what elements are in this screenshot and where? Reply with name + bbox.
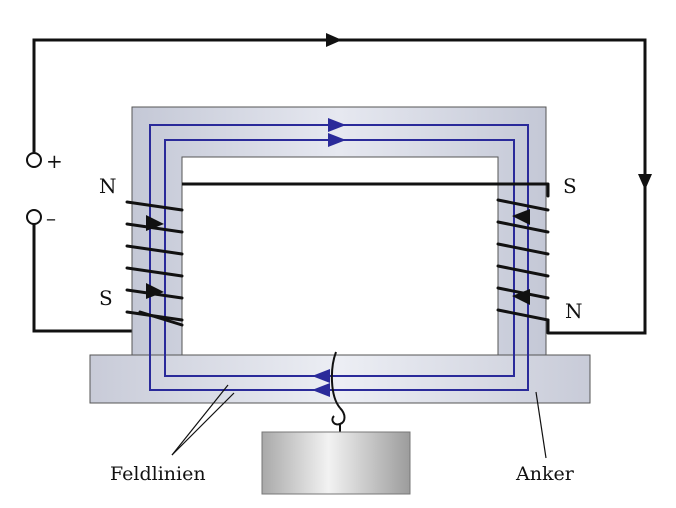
current-arrow-top-icon [326,33,342,47]
left-coil-arrow-top-icon [146,215,164,231]
field-arrow-top-2-icon [328,133,346,147]
plus-label: + [46,149,63,173]
current-arrow-right-icon [638,174,652,190]
left-top-pole-label: N [99,174,117,198]
armature-bar [89,354,591,404]
minus-label: – [46,206,56,230]
left-coil-arrow-bottom-icon [146,283,164,299]
armature-label: Anker [515,463,575,485]
field-arrow-bottom-1-icon [312,369,330,383]
field-arrow-top-1-icon [328,118,346,132]
weight-block [261,431,411,495]
leader-lines [171,384,547,459]
left-bottom-pole-label: S [99,286,113,310]
circuit-wire [32,38,647,335]
right-top-pole-label: S [563,174,577,198]
right-coil-arrow-bottom-icon [512,289,530,305]
hook [330,351,346,432]
field-lines-label: Feldlinien [110,463,206,485]
field-arrow-bottom-2-icon [312,383,330,397]
right-coil-arrow-top-icon [512,209,530,225]
field-lines [149,124,529,391]
iron-core [131,106,547,358]
positive-terminal-icon[interactable] [26,152,42,168]
negative-terminal-icon[interactable] [26,209,42,225]
right-bottom-pole-label: N [565,299,583,323]
